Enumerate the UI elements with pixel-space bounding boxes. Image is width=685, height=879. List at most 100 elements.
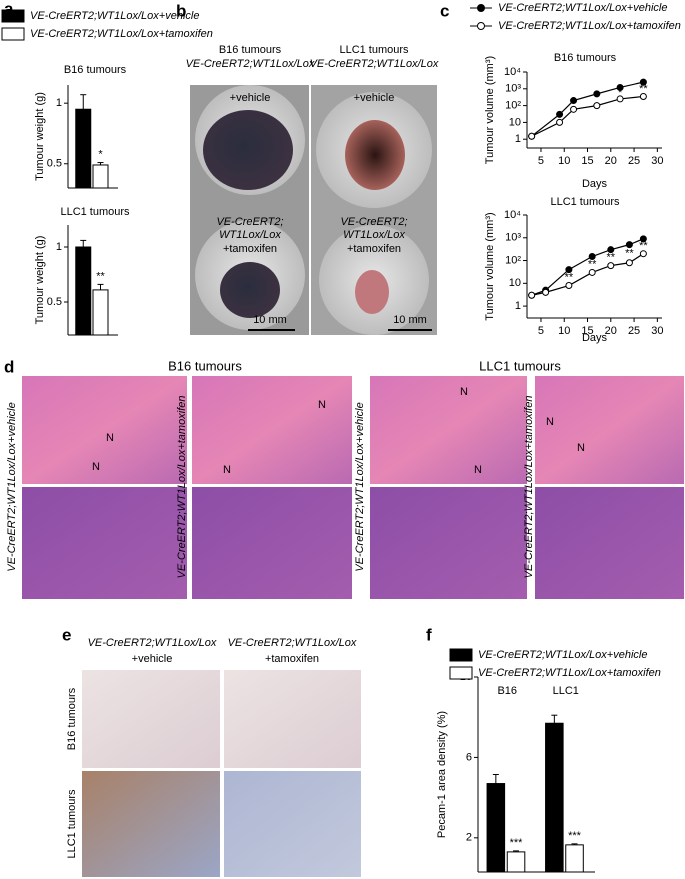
condition-label: +vehicle	[354, 92, 395, 104]
necrosis-label: N	[546, 416, 554, 428]
chart-title: LLC1 tumours	[60, 206, 130, 218]
genotype-label: WT1Lox/Lox	[343, 229, 405, 241]
column-subtitle: VE-CreERT2;WT1Lox/Lox	[310, 58, 439, 70]
significance: ***	[568, 830, 582, 842]
row-label: VE-CreERT2;WT1Lox/Lox+vehicle	[354, 402, 366, 571]
panel-letter: f	[426, 625, 432, 644]
y-tick-label: 10⁴	[504, 209, 521, 221]
marker	[570, 97, 578, 105]
marker	[607, 262, 615, 270]
marker	[625, 259, 633, 267]
histology-image	[192, 376, 352, 484]
series-line	[531, 95, 644, 137]
significance: *	[618, 87, 623, 99]
legend-swatch	[449, 666, 473, 680]
marker	[593, 102, 601, 110]
row-label: VE-CreERT2;WT1Lox/Lox+tamoxifen	[523, 396, 535, 579]
marker	[625, 241, 633, 249]
y-tick-label: 10⁴	[504, 66, 521, 78]
histology-image	[535, 376, 684, 484]
marker	[639, 92, 647, 100]
significance: *	[98, 148, 103, 160]
panel-letter: e	[62, 625, 71, 644]
x-tick-label: 10	[558, 155, 570, 167]
y-tick-label: 2	[466, 832, 472, 844]
y-axis-label: Pecam-1 area density (%)	[436, 711, 448, 838]
histology-image	[370, 376, 527, 484]
ihc-image	[82, 771, 220, 877]
necrosis-label: N	[92, 461, 100, 473]
bar	[486, 783, 506, 873]
marker	[593, 90, 601, 98]
ihc-image	[224, 771, 361, 877]
x-tick-label: 20	[605, 155, 617, 167]
significance: **	[588, 258, 597, 270]
legend-label: VE-CreERT2;WT1Lox/Lox+vehicle	[478, 649, 647, 661]
histology-image	[22, 487, 187, 599]
y-tick-label: 1	[56, 97, 62, 109]
bar	[75, 108, 92, 189]
scale-label: 10 mm	[393, 314, 427, 326]
category-label: B16	[497, 685, 517, 697]
y-tick-label: 10	[509, 116, 521, 128]
marker	[588, 253, 596, 261]
column-title: B16 tumours	[219, 44, 282, 56]
bar	[75, 246, 92, 336]
marker	[607, 246, 615, 254]
x-tick-label: 30	[651, 325, 663, 337]
bar	[545, 722, 564, 873]
y-tick-label: 10³	[505, 83, 521, 95]
y-tick-label: 0.5	[47, 296, 62, 308]
marker	[616, 83, 624, 91]
column-title: VE-CreERT2;WT1Lox/Lox	[228, 637, 357, 649]
y-tick-label: 1	[56, 241, 62, 253]
series-line	[531, 81, 644, 137]
marker	[588, 268, 596, 276]
y-axis-label: Tumour volume (mm³)	[484, 212, 496, 320]
y-axis-label: Tumour weight (g)	[34, 236, 46, 325]
legend-label: VE-CreERT2;WT1Lox/Lox+tamoxifen	[498, 20, 681, 32]
x-tick-label: 5	[538, 325, 544, 337]
legend-label: VE-CreERT2;WT1Lox/Lox+tamoxifen	[30, 28, 213, 40]
marker	[556, 110, 564, 118]
panel-letter: c	[440, 1, 449, 20]
marker	[528, 132, 536, 140]
column-title: LLC1 tumours	[339, 44, 409, 56]
tumour	[355, 270, 389, 314]
column-condition: +tamoxifen	[265, 653, 319, 665]
y-tick-label: 10²	[505, 100, 521, 112]
significance: **	[96, 270, 105, 282]
y-tick-label: 0.5	[47, 158, 62, 170]
column-condition: +vehicle	[132, 653, 173, 665]
necrosis-label: N	[474, 464, 482, 476]
panel-title: LLC1 tumours	[479, 358, 561, 373]
chart-title: LLC1 tumours	[550, 196, 620, 208]
condition-label: +tamoxifen	[223, 243, 277, 255]
genotype-label: WT1Lox/Lox	[219, 229, 281, 241]
x-tick-label: 25	[628, 325, 640, 337]
marker	[528, 291, 536, 299]
category-label: LLC1	[553, 685, 579, 697]
tumour	[345, 120, 405, 190]
histology-image	[192, 487, 352, 599]
marker	[639, 250, 647, 258]
x-tick-label: 25	[628, 155, 640, 167]
x-tick-label: 15	[581, 155, 593, 167]
row-label: VE-CreERT2;WT1Lox/Lox+tamoxifen	[176, 396, 188, 579]
legend-swatch	[1, 27, 25, 41]
column-title: VE-CreERT2;WT1Lox/Lox	[88, 637, 217, 649]
x-tick-label: 5	[538, 155, 544, 167]
significance: ***	[510, 837, 524, 849]
ihc-image	[82, 670, 220, 768]
histology-image	[370, 487, 527, 599]
marker	[639, 78, 647, 86]
necrosis-label: N	[577, 442, 585, 454]
panel-letter: a	[4, 0, 14, 18]
bar	[506, 851, 526, 873]
necrosis-label: N	[223, 464, 231, 476]
y-axis-label: Tumour weight (g)	[34, 92, 46, 181]
bar	[92, 164, 109, 189]
tumour	[220, 262, 280, 318]
legend-label: VE-CreERT2;WT1Lox/Lox+vehicle	[30, 10, 199, 22]
panel-letter: d	[4, 357, 14, 376]
